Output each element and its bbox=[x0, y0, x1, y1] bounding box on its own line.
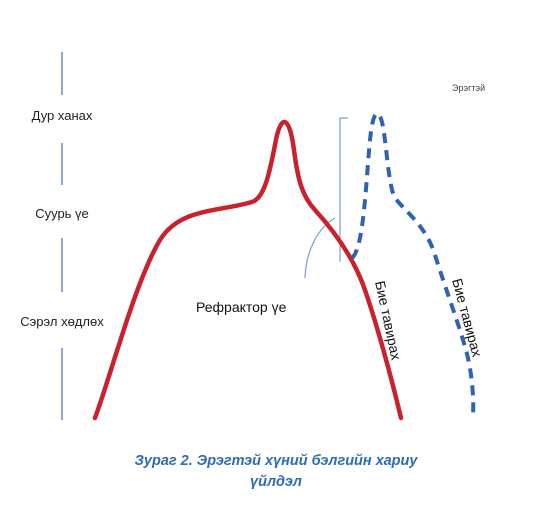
refractory-label: Рефрактор үе bbox=[196, 299, 287, 315]
figure-caption-line-1: Зураг 2. Эрэгтэй хүний бэлгийн хариу bbox=[134, 453, 418, 469]
first-cycle-curve bbox=[92, 119, 404, 421]
figure-caption-line-2: үйлдэл bbox=[250, 474, 302, 490]
stage-label-orgasm: Дур ханах bbox=[32, 108, 93, 123]
stage-label-excitement: Сэрэл хөдлөх bbox=[20, 314, 104, 329]
resolution-label-second: Бие тавирах bbox=[449, 277, 485, 359]
refractory-arc bbox=[304, 217, 336, 279]
refractory-bracket bbox=[339, 117, 348, 262]
second-cycle-curve bbox=[350, 111, 476, 416]
stage-label-plateau: Суурь үе bbox=[35, 206, 89, 221]
refractory-guides bbox=[304, 117, 348, 279]
legend-label-male: Эрэгтэй bbox=[452, 83, 485, 93]
